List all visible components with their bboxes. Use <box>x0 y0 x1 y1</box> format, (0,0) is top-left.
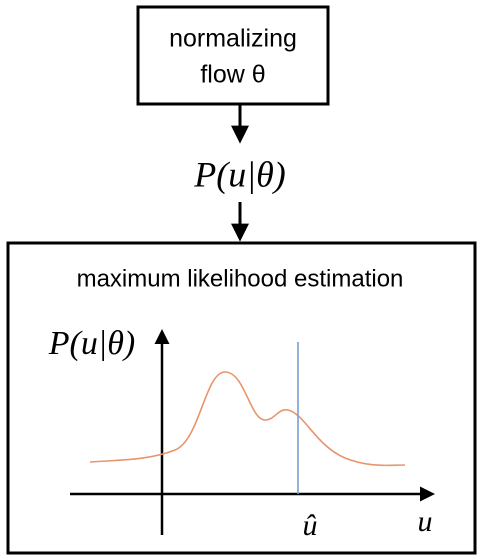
top-box <box>136 5 330 106</box>
x-axis-label: u <box>418 505 433 538</box>
bottom-box <box>6 241 477 555</box>
density-curve <box>89 371 406 467</box>
box-line: flow θ <box>200 61 265 89</box>
y-axis-label: P(u|θ) <box>48 325 135 362</box>
marker-label: û <box>303 509 318 542</box>
box-title: maximum likelihood estimation <box>77 265 404 292</box>
middle-label: P(u|θ) <box>193 154 286 194</box>
box-line: normalizing <box>169 25 297 53</box>
